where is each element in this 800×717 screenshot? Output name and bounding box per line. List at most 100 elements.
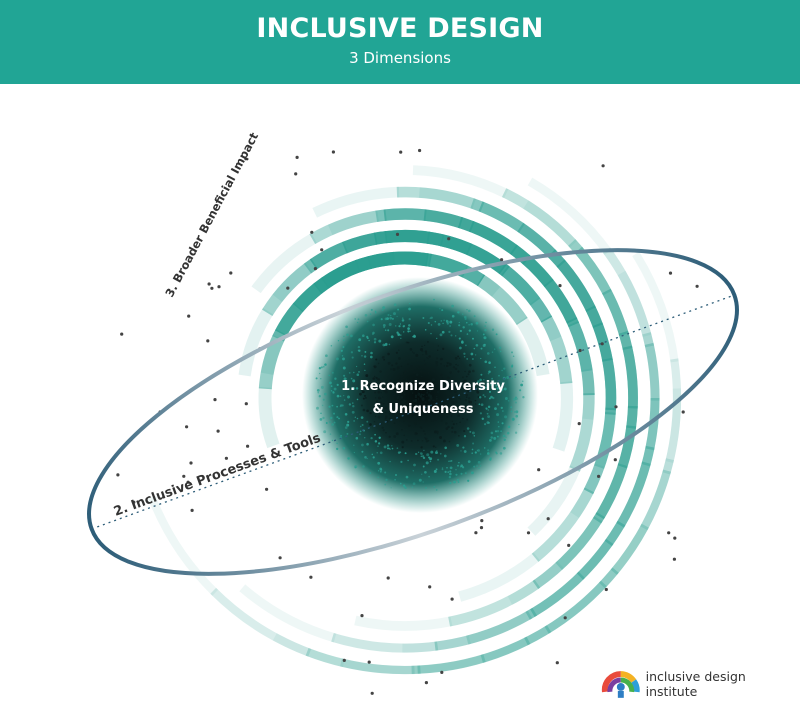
- core-dot: [415, 377, 417, 380]
- core-dot: [331, 371, 334, 374]
- core-dot: [342, 357, 345, 361]
- core-dot: [425, 419, 428, 422]
- core-dot: [369, 313, 372, 315]
- core-dot: [472, 442, 475, 445]
- core-dot: [435, 404, 439, 407]
- core-dot: [458, 461, 460, 464]
- core-dot: [442, 347, 445, 351]
- core-dot: [442, 406, 445, 408]
- core-dot: [383, 382, 386, 384]
- core-dot: [410, 440, 413, 442]
- ring-arc-segment: [622, 345, 638, 409]
- core-dot: [405, 475, 409, 479]
- core-dot: [413, 463, 416, 467]
- core-dot: [482, 344, 486, 347]
- core-dot: [361, 424, 364, 426]
- core-dot: [403, 394, 406, 396]
- core-dot: [488, 370, 491, 374]
- core-dot: [426, 357, 428, 359]
- core-dot: [486, 412, 489, 415]
- core-dot: [433, 470, 437, 473]
- core-dot: [462, 405, 466, 409]
- core-dot: [384, 483, 387, 486]
- core-dot: [498, 426, 500, 428]
- core-dot: [479, 453, 482, 455]
- core-dot: [380, 318, 383, 321]
- core-dot: [407, 327, 410, 330]
- core-dot: [329, 381, 332, 385]
- scatter-dot: [673, 536, 677, 540]
- core-dot: [331, 423, 334, 426]
- core-dot: [399, 377, 402, 379]
- core-dot: [468, 329, 471, 332]
- scatter-dot: [207, 282, 211, 286]
- core-dot: [466, 357, 469, 360]
- core-dot: [457, 355, 460, 358]
- scatter-dot: [613, 458, 617, 462]
- core-dot: [468, 399, 470, 402]
- core-dot: [415, 432, 418, 435]
- core-dot: [439, 333, 443, 337]
- ring-arc-segment: [531, 487, 595, 562]
- core-dot: [367, 382, 370, 386]
- core-dot: [433, 485, 436, 488]
- core-dot: [436, 357, 439, 360]
- core-dot: [458, 435, 460, 437]
- core-dot: [459, 329, 463, 333]
- core-dot: [437, 345, 439, 347]
- core-dot: [407, 410, 410, 414]
- core-dot: [368, 383, 372, 387]
- core-dot: [441, 330, 445, 334]
- core-dot: [510, 410, 513, 413]
- scatter-dot: [187, 314, 191, 318]
- scatter-dot: [210, 286, 214, 290]
- core-dot: [424, 329, 427, 331]
- ring-arc-segment: [576, 520, 626, 580]
- core-dot: [436, 349, 439, 351]
- core-dot: [485, 321, 487, 324]
- core-dot: [396, 315, 398, 318]
- ring-arc-segment: [601, 288, 633, 351]
- core-dot: [396, 447, 399, 450]
- core-dot: [423, 359, 426, 362]
- core-dot: [393, 422, 396, 425]
- core-dot: [345, 325, 348, 329]
- core-dot: [396, 382, 399, 385]
- core-dot: [480, 373, 483, 376]
- core-dot: [418, 411, 420, 414]
- core-dot: [370, 308, 373, 311]
- core-dot: [322, 365, 325, 368]
- core-dot: [351, 410, 355, 414]
- core-dot: [414, 422, 417, 426]
- core-dot: [435, 364, 438, 367]
- core-dot: [484, 423, 487, 426]
- core-dot: [447, 460, 450, 463]
- core-glow: [302, 277, 538, 513]
- core-dot: [461, 376, 464, 379]
- core-dot: [323, 430, 327, 434]
- header-banner: INCLUSIVE DESIGN 3 Dimensions: [0, 0, 800, 84]
- core-dot: [458, 321, 460, 324]
- core-dot: [361, 355, 363, 357]
- core-dot: [409, 302, 411, 305]
- core-dot: [426, 395, 428, 398]
- core-dot: [435, 397, 438, 400]
- core-dot: [333, 387, 337, 391]
- core-dot: [485, 408, 488, 410]
- core-dot: [447, 412, 451, 415]
- core-dot: [352, 387, 355, 390]
- core-dot: [441, 378, 445, 381]
- core-dot: [451, 314, 455, 318]
- core-dot: [374, 415, 377, 418]
- core-dot: [502, 446, 506, 450]
- core-dot: [408, 317, 411, 321]
- core-dot: [363, 436, 366, 439]
- core-dot: [441, 309, 444, 312]
- core-dot: [412, 482, 416, 486]
- core-dot: [399, 389, 402, 392]
- core-dot: [446, 320, 449, 323]
- core-dot: [426, 417, 429, 420]
- core-dot: [336, 405, 338, 408]
- core-dot: [398, 397, 401, 399]
- core-dot: [382, 306, 386, 310]
